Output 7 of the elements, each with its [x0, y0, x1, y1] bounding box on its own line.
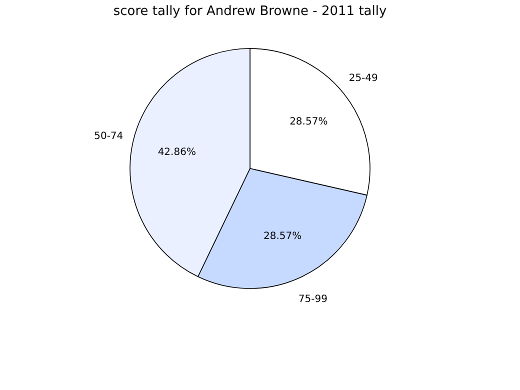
data-label: 28.57% — [290, 116, 328, 128]
slice-label: 25-49 — [348, 73, 378, 84]
slice-label: 50-74 — [94, 131, 124, 142]
chart-title: score tally for Andrew Browne - 2011 tally — [113, 4, 387, 19]
data-label: 42.86% — [158, 146, 196, 158]
data-label: 28.57% — [263, 231, 302, 242]
slice-label: 75-99 — [298, 294, 328, 306]
